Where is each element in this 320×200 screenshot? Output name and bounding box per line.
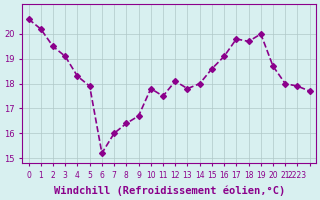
X-axis label: Windchill (Refroidissement éolien,°C): Windchill (Refroidissement éolien,°C) [53,185,285,196]
